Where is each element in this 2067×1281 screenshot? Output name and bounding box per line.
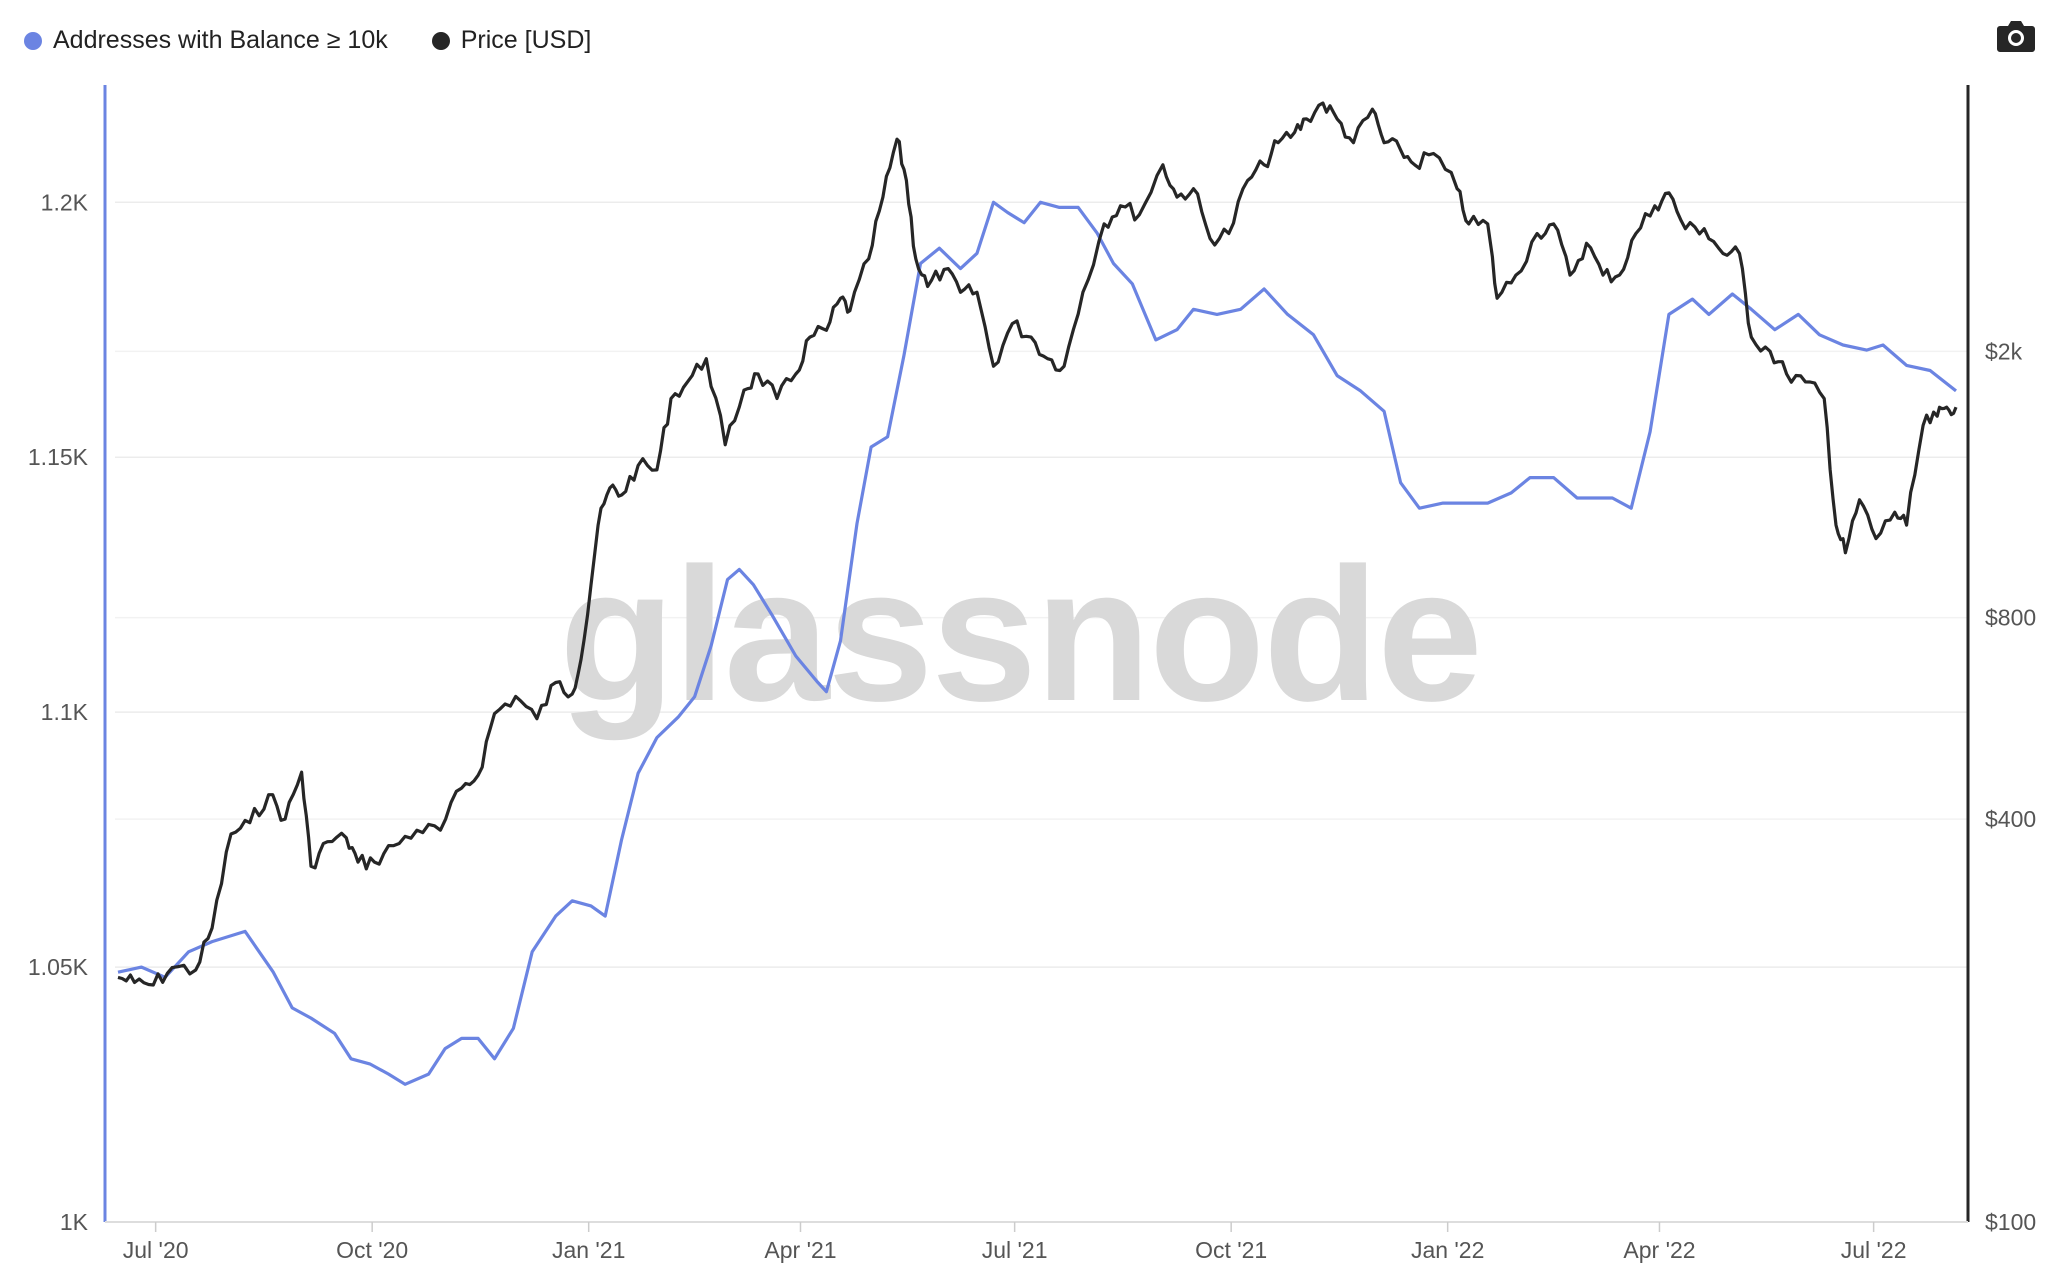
y-right-tick-label: $2k bbox=[1985, 338, 2023, 364]
watermark: glassnode bbox=[559, 529, 1481, 741]
y-right-tick-label: $800 bbox=[1985, 605, 2036, 631]
x-tick-label: Jul '22 bbox=[1841, 1237, 1907, 1263]
x-tick-label: Oct '21 bbox=[1195, 1237, 1267, 1263]
series-line-price bbox=[117, 101, 1958, 987]
legend-item-addresses[interactable]: Addresses with Balance ≥ 10k bbox=[24, 26, 388, 55]
legend-item-price[interactable]: Price [USD] bbox=[431, 26, 592, 55]
y-left-tick-label: 1.1K bbox=[41, 699, 89, 725]
camera-icon[interactable] bbox=[1996, 18, 2036, 54]
y-left-tick-label: 1K bbox=[60, 1209, 89, 1235]
y-left-tick-label: 1.2K bbox=[41, 189, 89, 215]
x-tick-label: Oct '20 bbox=[336, 1237, 408, 1263]
y-right-tick-label: $100 bbox=[1985, 1209, 2036, 1235]
x-tick-label: Jul '21 bbox=[982, 1237, 1048, 1263]
y-left-tick-label: 1.15K bbox=[28, 444, 89, 470]
x-tick-label: Jul '20 bbox=[123, 1237, 189, 1263]
y-left-tick-label: 1.05K bbox=[28, 954, 89, 980]
legend-label-addresses: Addresses with Balance ≥ 10k bbox=[53, 26, 388, 54]
x-tick-label: Apr '22 bbox=[1623, 1237, 1695, 1263]
x-tick-label: Jan '21 bbox=[552, 1237, 625, 1263]
y-right-tick-label: $400 bbox=[1985, 806, 2036, 832]
x-tick-label: Jan '22 bbox=[1411, 1237, 1484, 1263]
legend-dot-addresses bbox=[24, 31, 42, 50]
axis-ticks: 1K 1.05K 1.1K 1.15K 1.2K $100 $400 $800 $2k Jul '… bbox=[28, 189, 2036, 1263]
chart-legend: Addresses with Balance ≥ 10k Price [USD] bbox=[24, 26, 635, 55]
x-tick-label: Apr '21 bbox=[764, 1237, 836, 1263]
series-line-addresses bbox=[117, 200, 1957, 1086]
legend-dot-price bbox=[431, 31, 450, 50]
legend-label-price: Price [USD] bbox=[460, 26, 592, 54]
